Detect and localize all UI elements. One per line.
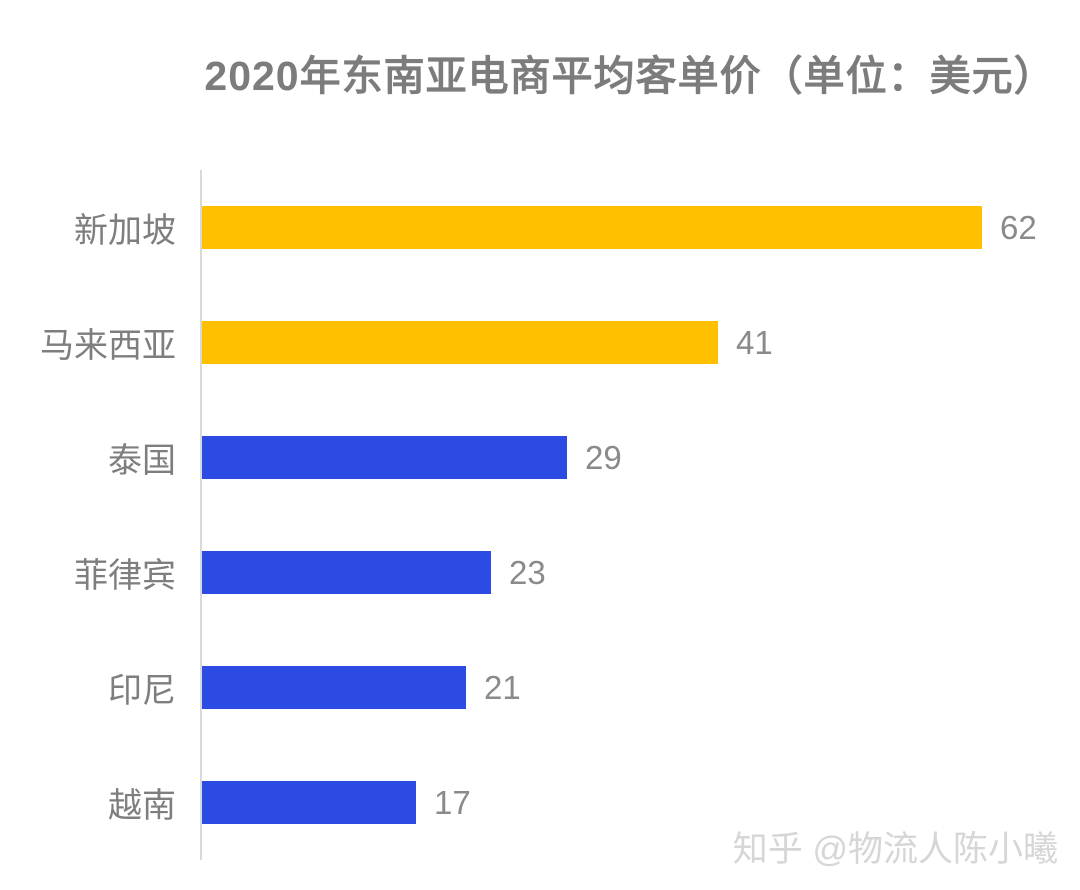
value-label: 29 (585, 438, 622, 476)
bar (202, 666, 466, 709)
bar (202, 551, 491, 594)
bar-row: 印尼 21 (108, 630, 1060, 745)
value-label: 21 (484, 668, 521, 706)
plot-area: 新加坡 62 马来西亚 41 泰国 29 菲律宾 23 印尼 21 越南 17 (40, 170, 1060, 860)
bar-row: 马来西亚 41 (40, 285, 1060, 400)
watermark: 知乎 @物流人陈小曦 (732, 830, 1058, 869)
category-label: 马来西亚 (40, 327, 176, 365)
bar-rows: 新加坡 62 马来西亚 41 泰国 29 菲律宾 23 印尼 21 越南 17 (40, 170, 1060, 860)
chart-title: 2020年东南亚电商平均客单价（单位：美元） (204, 53, 1056, 99)
value-label: 17 (434, 783, 471, 821)
bar-row: 新加坡 62 (74, 170, 1060, 285)
category-label: 印尼 (108, 672, 176, 710)
bar (202, 206, 982, 249)
bar-row: 菲律宾 23 (74, 515, 1060, 630)
bar-row: 越南 17 (108, 745, 1060, 860)
category-label: 泰国 (108, 442, 176, 480)
bar-row: 泰国 29 (108, 400, 1060, 515)
value-label: 23 (509, 553, 546, 591)
bar (202, 321, 718, 364)
bar (202, 781, 416, 824)
category-label: 越南 (108, 787, 176, 825)
category-label: 新加坡 (74, 212, 176, 250)
value-label: 62 (1000, 208, 1037, 246)
bar (202, 436, 567, 479)
category-label: 菲律宾 (74, 557, 176, 595)
value-label: 41 (736, 323, 773, 361)
